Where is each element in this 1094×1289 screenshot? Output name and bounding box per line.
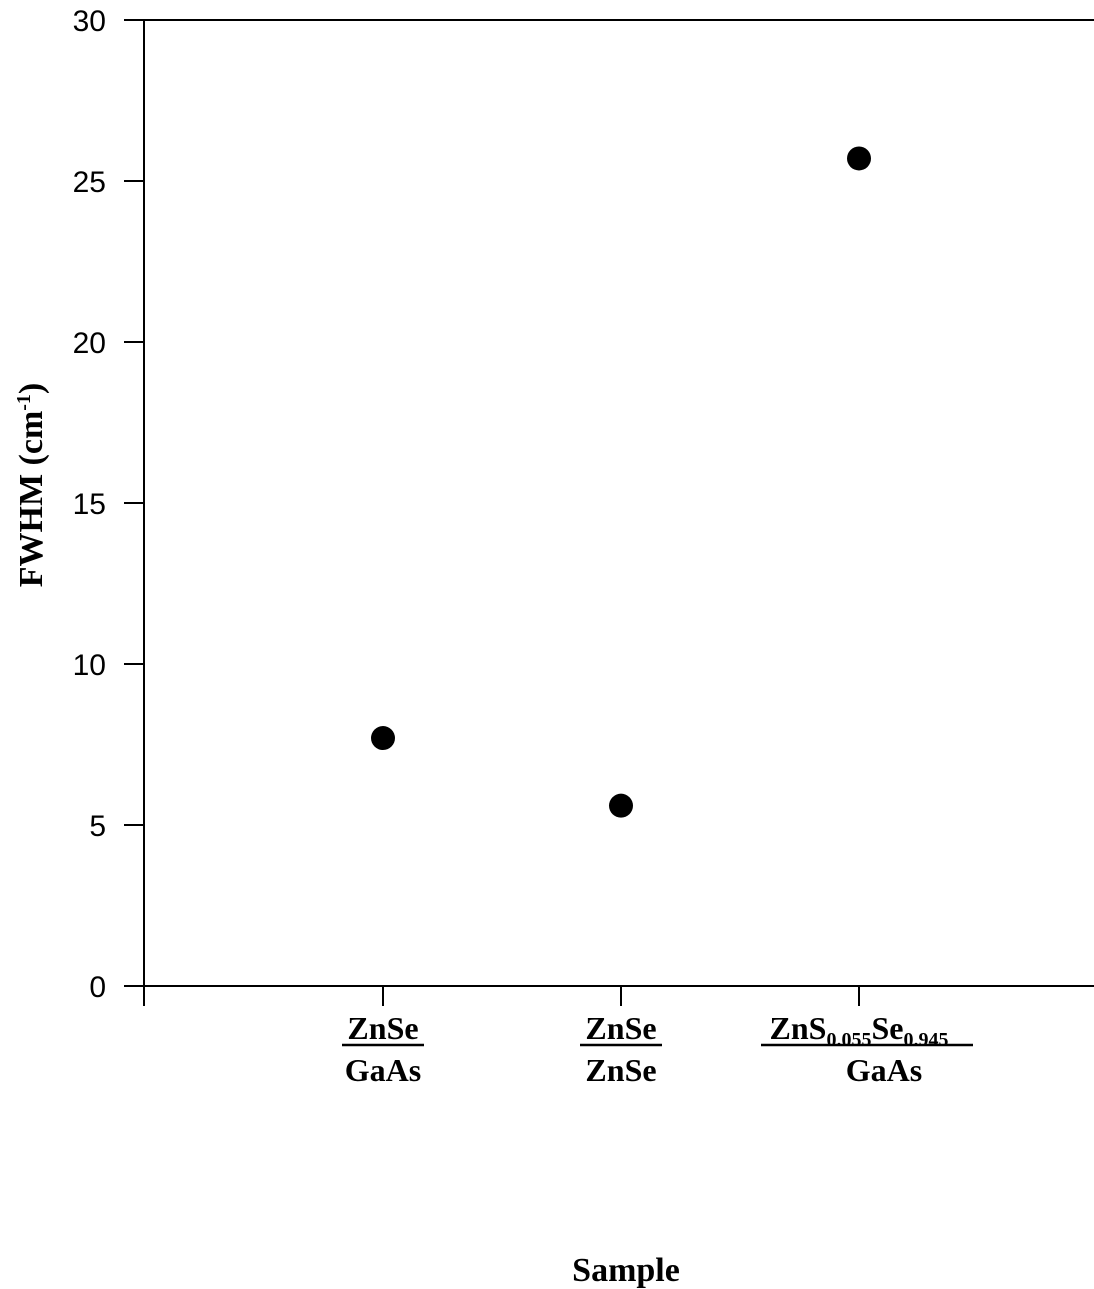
- y-axis-ticks: 0 5 10 15 20 25 30: [73, 5, 144, 1004]
- x-axis-title: Sample: [572, 1252, 680, 1289]
- y-tick-label: 25: [73, 166, 106, 199]
- y-tick-label: 10: [73, 649, 106, 682]
- y-tick-label: 5: [89, 810, 106, 843]
- category-denominator: ZnSe: [585, 1052, 656, 1088]
- data-point: [609, 793, 633, 818]
- y-axis-title: FWHM (cm-1): [13, 383, 50, 588]
- data-points: [371, 146, 871, 818]
- y-tick-label: 0: [89, 971, 106, 1004]
- data-point: [847, 146, 871, 171]
- y-tick-label: 30: [73, 5, 106, 38]
- y-tick-label: 20: [73, 327, 106, 360]
- data-point: [371, 726, 395, 751]
- category-numerator: ZnSe: [347, 1010, 418, 1046]
- axes: [143, 19, 1094, 987]
- category-denominator: GaAs: [846, 1052, 922, 1088]
- category-numerator: ZnSe: [585, 1010, 656, 1046]
- y-tick-label: 15: [73, 488, 106, 521]
- category-denominator: GaAs: [345, 1052, 421, 1088]
